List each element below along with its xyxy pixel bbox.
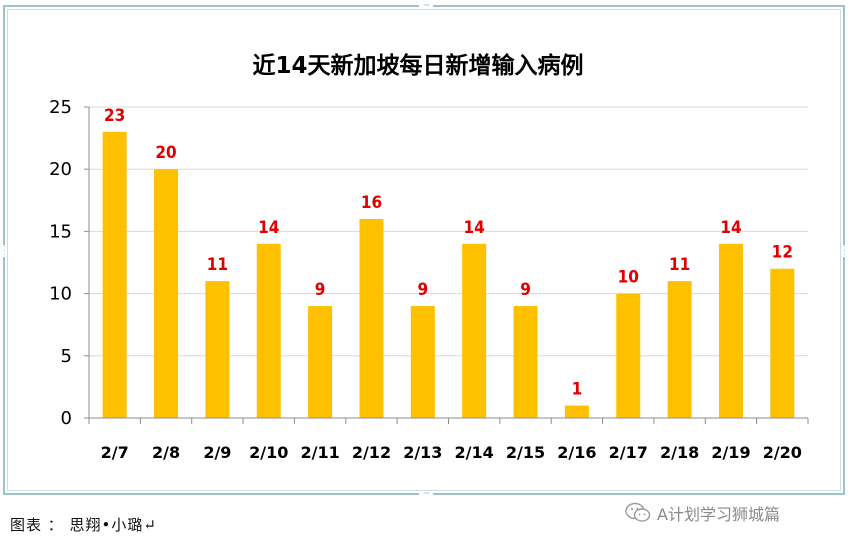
data-label: 14 xyxy=(464,218,485,238)
y-tick-label: 10 xyxy=(49,284,72,305)
bar xyxy=(205,281,230,418)
bar xyxy=(102,131,127,418)
bar xyxy=(667,281,692,418)
x-tick-label: 2/10 xyxy=(249,443,288,462)
x-tick-label: 2/20 xyxy=(763,443,802,462)
resize-handle-top[interactable]: ···· xyxy=(419,2,433,10)
bar xyxy=(718,243,743,418)
x-tick-label: 2/14 xyxy=(455,443,494,462)
y-tick-label: 20 xyxy=(49,159,72,180)
data-label: 16 xyxy=(361,193,382,213)
data-label: 14 xyxy=(258,218,279,238)
x-tick-label: 2/17 xyxy=(609,443,648,462)
bar xyxy=(308,306,333,418)
watermark-text: A计划学习狮城篇 xyxy=(657,505,780,524)
data-label: 10 xyxy=(618,268,639,288)
y-tick-label: 0 xyxy=(61,408,72,429)
watermark: A计划学习狮城篇 xyxy=(625,502,780,524)
bar xyxy=(410,306,435,418)
data-label: 11 xyxy=(207,255,228,275)
data-label: 14 xyxy=(720,218,741,238)
x-tick-label: 2/9 xyxy=(203,443,231,462)
wechat-icon xyxy=(625,502,651,522)
bar xyxy=(359,218,384,418)
bar xyxy=(564,405,589,418)
data-label: 20 xyxy=(155,143,176,163)
x-tick-label: 2/7 xyxy=(101,443,129,462)
bar xyxy=(154,169,179,418)
data-label: 23 xyxy=(104,106,125,126)
x-tick-label: 2/18 xyxy=(660,443,699,462)
x-tick-label: 2/8 xyxy=(152,443,180,462)
resize-handle-bottom[interactable]: ···· xyxy=(419,490,433,498)
x-tick-label: 2/13 xyxy=(403,443,442,462)
y-tick-label: 5 xyxy=(61,346,72,367)
chart-caption: 图表 ： 思翔•小璐↵ xyxy=(10,516,157,534)
y-tick-label: 25 xyxy=(49,97,72,118)
bar xyxy=(513,306,538,418)
data-label: 11 xyxy=(669,255,690,275)
data-label: 9 xyxy=(315,280,326,300)
resize-handle-right[interactable]: · · · xyxy=(841,244,847,259)
bar xyxy=(462,243,487,418)
x-tick-label: 2/11 xyxy=(300,443,339,462)
data-label: 9 xyxy=(520,280,531,300)
data-label: 12 xyxy=(772,243,793,263)
x-tick-label: 2/15 xyxy=(506,443,545,462)
data-label: 1 xyxy=(572,380,583,400)
data-label: 9 xyxy=(417,280,428,300)
bar xyxy=(616,293,641,418)
bar xyxy=(256,243,281,418)
chart-title: 近14天新加坡每日新增输入病例 xyxy=(252,52,583,79)
bar xyxy=(770,268,795,418)
y-tick-label: 15 xyxy=(49,221,72,242)
x-tick-label: 2/16 xyxy=(557,443,596,462)
x-tick-label: 2/12 xyxy=(352,443,391,462)
resize-handle-left[interactable]: · · · xyxy=(1,244,7,259)
x-tick-label: 2/19 xyxy=(711,443,750,462)
